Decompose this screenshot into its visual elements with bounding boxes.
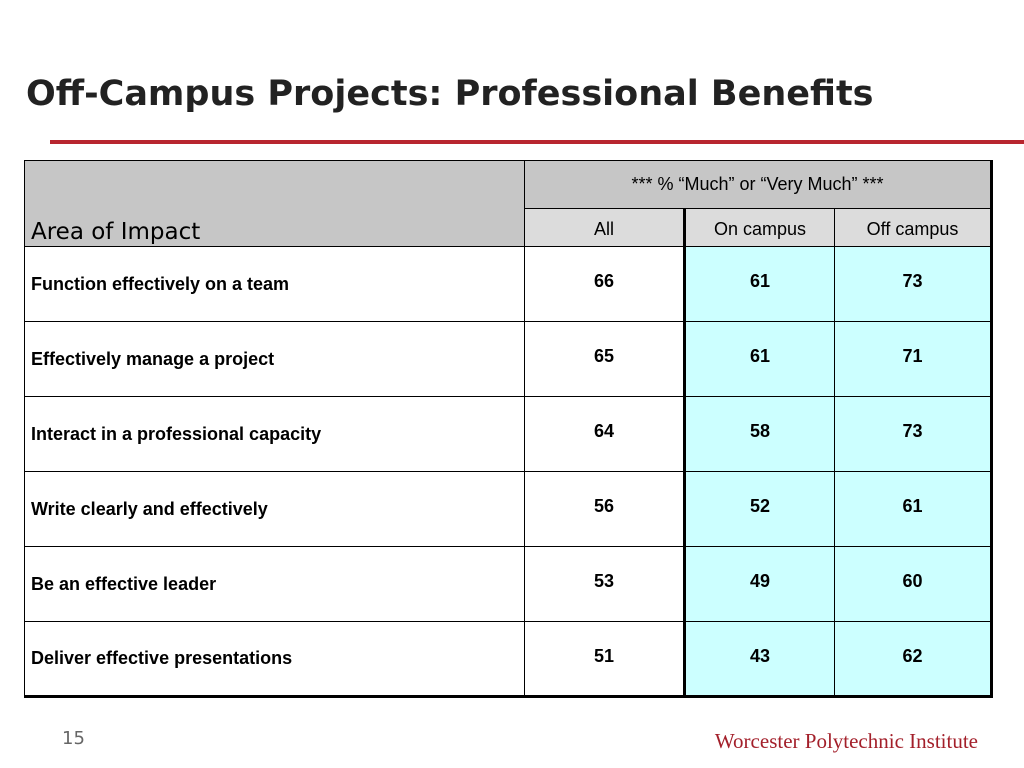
row-label: Effectively manage a project xyxy=(24,321,525,397)
value-all: 66 xyxy=(524,246,685,322)
row-label: Function effectively on a team xyxy=(24,246,525,322)
value-all: 64 xyxy=(524,396,685,472)
value-on-campus: 61 xyxy=(683,321,835,397)
value-all: 51 xyxy=(524,621,685,698)
footer-institution: Worcester Polytechnic Institute xyxy=(714,729,978,753)
value-off-campus: 60 xyxy=(833,546,994,622)
value-all: 53 xyxy=(524,546,685,622)
column-header-on-campus: On campus xyxy=(683,208,835,247)
value-on-campus: 61 xyxy=(683,246,835,322)
value-off-campus: 73 xyxy=(833,396,994,472)
table-row: Function effectively on a team 66 61 73 xyxy=(24,246,994,322)
row-label: Be an effective leader xyxy=(24,546,525,622)
value-off-campus: 73 xyxy=(833,246,994,322)
value-off-campus: 71 xyxy=(833,321,994,397)
table-row: Interact in a professional capacity 64 5… xyxy=(24,396,994,472)
value-on-campus: 58 xyxy=(683,396,835,472)
title-divider xyxy=(50,140,1024,144)
row-label: Interact in a professional capacity xyxy=(24,396,525,472)
table-header-row-group: Area of Impact *** % “Much” or “Very Muc… xyxy=(24,160,994,247)
table-row: Deliver effective presentations 51 43 62 xyxy=(24,621,994,698)
value-on-campus: 49 xyxy=(683,546,835,622)
percent-much-header: *** % “Much” or “Very Much” *** xyxy=(523,160,994,209)
value-on-campus: 52 xyxy=(683,471,835,547)
value-off-campus: 61 xyxy=(833,471,994,547)
value-all: 56 xyxy=(524,471,685,547)
page-number: 15 xyxy=(62,728,85,749)
column-header-off-campus: Off campus xyxy=(833,208,994,247)
value-off-campus: 62 xyxy=(833,621,994,698)
table-header-row-columns: All On campus Off campus xyxy=(25,208,994,247)
table-row: Be an effective leader 53 49 60 xyxy=(24,546,994,622)
row-label: Write clearly and effectively xyxy=(24,471,525,547)
table-row: Effectively manage a project 65 61 71 xyxy=(24,321,994,397)
row-label: Deliver effective presentations xyxy=(24,621,525,698)
slide-title: Off-Campus Projects: Professional Benefi… xyxy=(26,74,874,114)
impact-table: Area of Impact *** % “Much” or “Very Muc… xyxy=(24,160,994,698)
area-of-impact-header: Area of Impact xyxy=(24,160,525,247)
column-header-all: All xyxy=(524,208,685,247)
value-on-campus: 43 xyxy=(683,621,835,698)
table-row: Write clearly and effectively 56 52 61 xyxy=(24,471,994,547)
value-all: 65 xyxy=(524,321,685,397)
